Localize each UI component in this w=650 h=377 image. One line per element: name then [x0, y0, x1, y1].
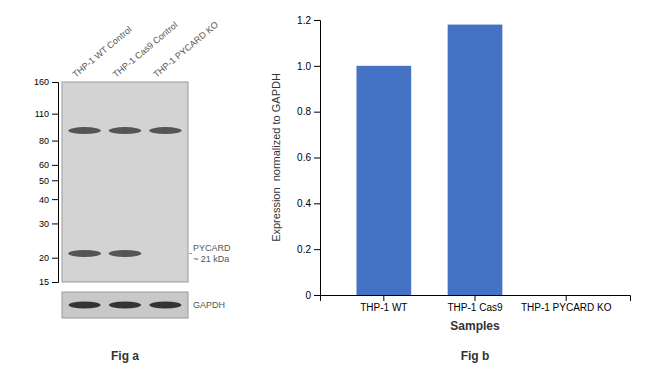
tick: 1.2 — [297, 15, 320, 26]
axis-line — [52, 83, 59, 283]
band — [68, 127, 101, 134]
y-axis: 160 110 80 60 50 40 30 20 15 — [34, 77, 59, 287]
tick-label: 1.2 — [297, 15, 311, 26]
loading-control-band — [109, 302, 141, 309]
tick: THP-1 PYCARD KO — [521, 295, 612, 313]
annotation: PYCARD~ 21 kDa — [193, 243, 231, 264]
tick-label: 60 — [39, 160, 49, 170]
tick: 50 — [39, 176, 58, 186]
tick: 110 — [35, 109, 58, 119]
tick-mark — [314, 158, 320, 159]
tick-label: THP-1 PYCARD KO — [521, 302, 612, 313]
tick-label: 0.4 — [297, 198, 311, 209]
tick-mark — [475, 295, 476, 301]
annotation-line: PYCARD — [193, 243, 231, 253]
tick: 0.6 — [297, 152, 320, 163]
tick-label: 1.0 — [297, 61, 311, 72]
tick-label: THP-1 WT — [360, 302, 407, 313]
tick-label: 15 — [39, 277, 49, 287]
tick: 0.2 — [297, 244, 320, 255]
tick-label: 80 — [39, 136, 49, 146]
tick: THP-1 WT — [360, 295, 407, 313]
axis-line — [321, 296, 631, 302]
annotation-line: ~ 21 kDa — [193, 254, 229, 264]
loading-control-band — [69, 302, 101, 309]
tick: 15 — [39, 277, 58, 287]
title: Fig b — [461, 349, 490, 363]
tick-mark — [52, 165, 58, 166]
tick-mark — [314, 20, 320, 21]
tick-mark — [314, 295, 320, 296]
annotation-tick — [189, 253, 192, 254]
tick-label: 0.2 — [297, 244, 311, 255]
tick-label: 20 — [39, 253, 49, 263]
tick: 80 — [39, 136, 58, 146]
tick-mark — [566, 295, 567, 301]
axis-line — [314, 21, 321, 296]
tick-label: 30 — [39, 219, 49, 229]
blot-panel: 16011080605040302015THP-1 WT ControlTHP-… — [34, 19, 231, 363]
tick-mark — [383, 295, 384, 301]
tick-mark — [314, 112, 320, 113]
tick-mark — [52, 141, 58, 142]
y-axis-title: Expression normalized to GAPDH — [270, 73, 282, 242]
bands — [68, 127, 181, 257]
y-axis: 0 0.2 0.4 0.6 0.8 1.0 1.2 — [297, 15, 320, 301]
tick: 60 — [39, 160, 58, 170]
tick: 1.0 — [297, 61, 320, 72]
tick: 20 — [39, 253, 58, 263]
band — [68, 250, 101, 257]
title: Fig a — [111, 349, 139, 363]
band — [149, 127, 182, 134]
blot-membrane — [62, 82, 188, 282]
tick: 0 — [305, 290, 320, 301]
bar — [539, 295, 594, 296]
bar — [448, 25, 503, 295]
loading-control-bands — [69, 302, 182, 309]
annotation-line: GAPDH — [193, 300, 225, 310]
bar — [356, 66, 411, 295]
tick-mark — [314, 203, 320, 204]
tick-label: 0 — [305, 290, 311, 301]
lane-label: THP-1 PYCARD KO — [151, 19, 220, 79]
tick: 40 — [39, 195, 58, 205]
bar-panel: 00.20.40.60.81.01.2THP-1 WTTHP-1 Cas9THP… — [270, 15, 631, 363]
band — [109, 127, 142, 134]
band — [109, 250, 142, 257]
tick-label: THP-1 Cas9 — [447, 302, 502, 313]
tick: THP-1 Cas9 — [447, 295, 502, 313]
tick-mark — [314, 249, 320, 250]
tick-mark — [52, 82, 58, 83]
tick-label: 160 — [34, 77, 49, 87]
x-axis-title: Samples — [450, 319, 500, 333]
tick: 0.8 — [297, 106, 320, 117]
bars — [356, 25, 502, 295]
tick-label: 0.6 — [297, 152, 311, 163]
figure: 16011080605040302015THP-1 WT ControlTHP-… — [0, 0, 650, 377]
lane-label: THP-1 Cas9 Control — [111, 20, 180, 80]
tick-label: 50 — [39, 176, 49, 186]
tick-mark — [52, 114, 58, 115]
tick-mark — [52, 199, 58, 200]
tick-mark — [52, 282, 58, 283]
tick-mark — [52, 180, 58, 181]
tick: 0.4 — [297, 198, 320, 209]
loading-control-band — [149, 302, 181, 309]
tick: 160 — [34, 77, 58, 87]
tick: 30 — [39, 219, 58, 229]
tick-mark — [52, 258, 58, 259]
tick-label: 40 — [39, 195, 49, 205]
x-axis: THP-1 WT THP-1 Cas9 THP-1 PYCARD KO — [321, 295, 631, 313]
tick-label: 0.8 — [297, 106, 311, 117]
loading-control-strip — [62, 292, 188, 318]
annotation: GAPDH — [193, 300, 225, 310]
tick-mark — [314, 66, 320, 67]
tick-mark — [52, 223, 58, 224]
tick-label: 110 — [35, 109, 49, 119]
